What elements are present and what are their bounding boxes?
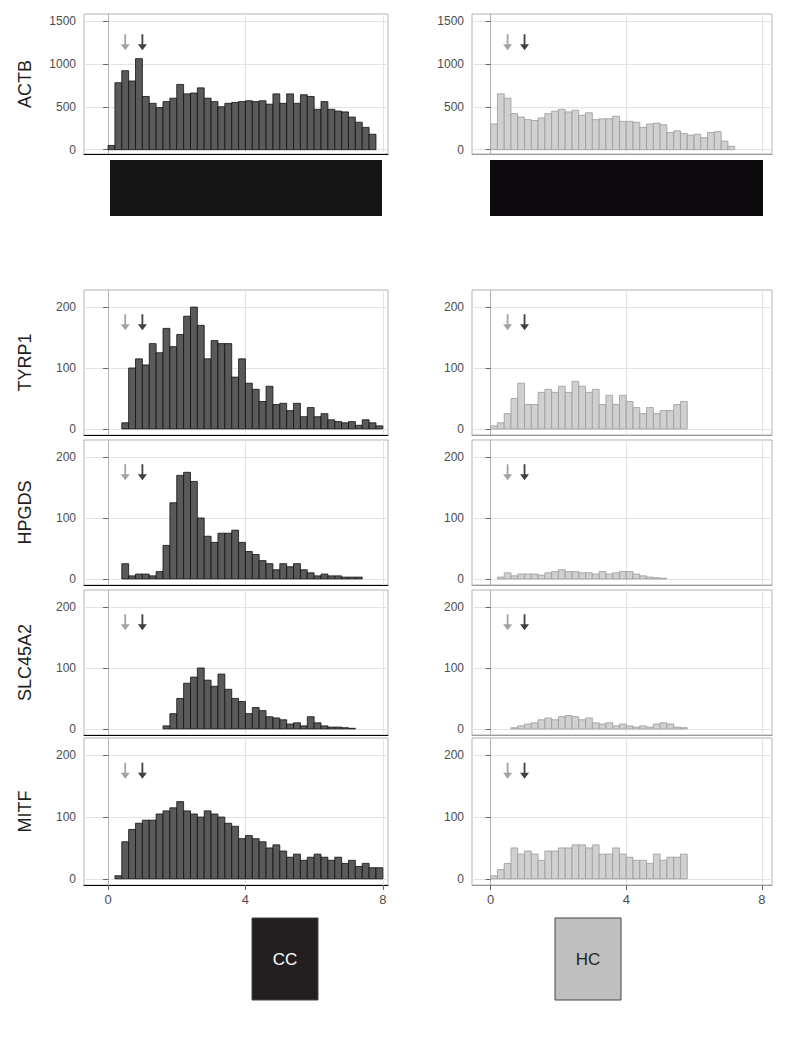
svg-text:500: 500 <box>444 100 464 114</box>
svg-text:0: 0 <box>69 572 76 586</box>
svg-text:8: 8 <box>379 892 386 907</box>
svg-text:CC: CC <box>273 950 298 969</box>
svg-text:SLC45A2: SLC45A2 <box>15 624 35 701</box>
svg-text:HPGDS: HPGDS <box>15 480 35 544</box>
svg-text:200: 200 <box>444 600 464 614</box>
svg-text:ACTB: ACTB <box>15 60 35 108</box>
svg-text:1000: 1000 <box>437 57 464 71</box>
svg-text:0: 0 <box>457 722 464 736</box>
svg-text:1500: 1500 <box>49 14 76 28</box>
svg-text:0: 0 <box>457 872 464 886</box>
svg-text:100: 100 <box>444 511 464 525</box>
svg-text:0: 0 <box>69 872 76 886</box>
svg-text:100: 100 <box>444 661 464 675</box>
svg-text:0: 0 <box>487 892 494 907</box>
svg-text:200: 200 <box>444 300 464 314</box>
svg-text:1000: 1000 <box>49 57 76 71</box>
svg-text:100: 100 <box>444 361 464 375</box>
svg-text:8: 8 <box>758 892 765 907</box>
svg-text:100: 100 <box>56 361 76 375</box>
svg-text:0: 0 <box>457 422 464 436</box>
svg-text:200: 200 <box>444 450 464 464</box>
svg-text:100: 100 <box>56 511 76 525</box>
svg-text:200: 200 <box>444 748 464 762</box>
svg-text:100: 100 <box>56 810 76 824</box>
svg-text:200: 200 <box>56 450 76 464</box>
svg-text:MITF: MITF <box>15 791 35 833</box>
svg-text:4: 4 <box>242 892 249 907</box>
svg-text:200: 200 <box>56 300 76 314</box>
svg-text:0: 0 <box>69 143 76 157</box>
svg-text:HC: HC <box>576 950 601 969</box>
svg-text:200: 200 <box>56 748 76 762</box>
svg-text:100: 100 <box>444 810 464 824</box>
svg-text:100: 100 <box>56 661 76 675</box>
svg-text:200: 200 <box>56 600 76 614</box>
svg-text:1500: 1500 <box>437 14 464 28</box>
svg-text:500: 500 <box>56 100 76 114</box>
svg-text:0: 0 <box>104 892 111 907</box>
svg-text:0: 0 <box>457 572 464 586</box>
svg-text:0: 0 <box>457 143 464 157</box>
svg-text:TYRP1: TYRP1 <box>15 333 35 391</box>
svg-text:4: 4 <box>623 892 630 907</box>
svg-text:0: 0 <box>69 722 76 736</box>
svg-text:0: 0 <box>69 422 76 436</box>
